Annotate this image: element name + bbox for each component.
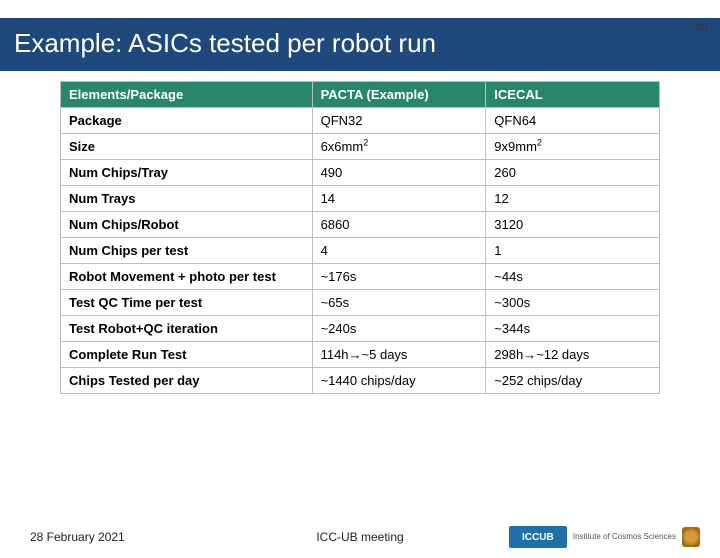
col-header-elements: Elements/Package [61, 82, 313, 108]
row-label: Package [61, 108, 313, 134]
row-pacta-value: 14 [312, 186, 486, 212]
row-label: Test Robot+QC iteration [61, 316, 313, 342]
row-label: Num Trays [61, 186, 313, 212]
row-pacta-value: ~1440 chips/day [312, 368, 486, 394]
row-label: Num Chips per test [61, 238, 313, 264]
row-pacta-value: ~65s [312, 290, 486, 316]
university-crest-icon [682, 527, 700, 547]
row-pacta-value: 6860 [312, 212, 486, 238]
row-pacta-value: QFN32 [312, 108, 486, 134]
page-title: Example: ASICs tested per robot run [14, 28, 706, 59]
row-icecal-value: ~300s [486, 290, 660, 316]
table-row: Num Chips per test41 [61, 238, 660, 264]
footer-meeting: ICC-UB meeting [316, 530, 403, 544]
table-row: Num Trays1412 [61, 186, 660, 212]
row-icecal-value: ~44s [486, 264, 660, 290]
row-icecal-value: 260 [486, 160, 660, 186]
row-icecal-value: ~344s [486, 316, 660, 342]
footer: 28 February 2021 ICC-UB meeting ICCUB In… [0, 526, 720, 548]
row-pacta-value: 490 [312, 160, 486, 186]
table-row: Test Robot+QC iteration~240s~344s [61, 316, 660, 342]
col-header-icecal: ICECAL [486, 82, 660, 108]
row-label: Num Chips/Robot [61, 212, 313, 238]
row-pacta-value: ~240s [312, 316, 486, 342]
iccub-logo-badge: ICCUB [509, 526, 567, 548]
row-icecal-value: 1 [486, 238, 660, 264]
row-icecal-value: 9x9mm2 [486, 134, 660, 160]
table-row: Num Chips/Tray490260 [61, 160, 660, 186]
row-label: Size [61, 134, 313, 160]
row-label: Chips Tested per day [61, 368, 313, 394]
table-row: Robot Movement + photo per test~176s~44s [61, 264, 660, 290]
row-pacta-value: 6x6mm2 [312, 134, 486, 160]
table-header-row: Elements/Package PACTA (Example) ICECAL [61, 82, 660, 108]
table-row: Size6x6mm29x9mm2 [61, 134, 660, 160]
asic-table: Elements/Package PACTA (Example) ICECAL … [60, 81, 660, 394]
table-row: Test QC Time per test~65s~300s [61, 290, 660, 316]
row-pacta-value: 4 [312, 238, 486, 264]
title-bar: Example: ASICs tested per robot run [0, 18, 720, 71]
row-icecal-value: 3120 [486, 212, 660, 238]
table-row: PackageQFN32QFN64 [61, 108, 660, 134]
footer-logo: ICCUB Institute of Cosmos Sciences [509, 526, 700, 548]
col-header-pacta: PACTA (Example) [312, 82, 486, 108]
row-icecal-value: QFN64 [486, 108, 660, 134]
table-row: Chips Tested per day~1440 chips/day~252 … [61, 368, 660, 394]
iccub-logo-text: Institute of Cosmos Sciences [573, 533, 676, 542]
table-row: Complete Run Test114h→~5 days298h→~12 da… [61, 342, 660, 368]
row-icecal-value: ~252 chips/day [486, 368, 660, 394]
table-container: Elements/Package PACTA (Example) ICECAL … [0, 71, 720, 394]
row-pacta-value: ~176s [312, 264, 486, 290]
row-label: Robot Movement + photo per test [61, 264, 313, 290]
row-icecal-value: 12 [486, 186, 660, 212]
row-label: Test QC Time per test [61, 290, 313, 316]
row-icecal-value: 298h→~12 days [486, 342, 660, 368]
row-label: Num Chips/Tray [61, 160, 313, 186]
row-pacta-value: 114h→~5 days [312, 342, 486, 368]
table-row: Num Chips/Robot68603120 [61, 212, 660, 238]
row-label: Complete Run Test [61, 342, 313, 368]
page-number: 39 [696, 22, 708, 34]
footer-date: 28 February 2021 [30, 530, 125, 544]
